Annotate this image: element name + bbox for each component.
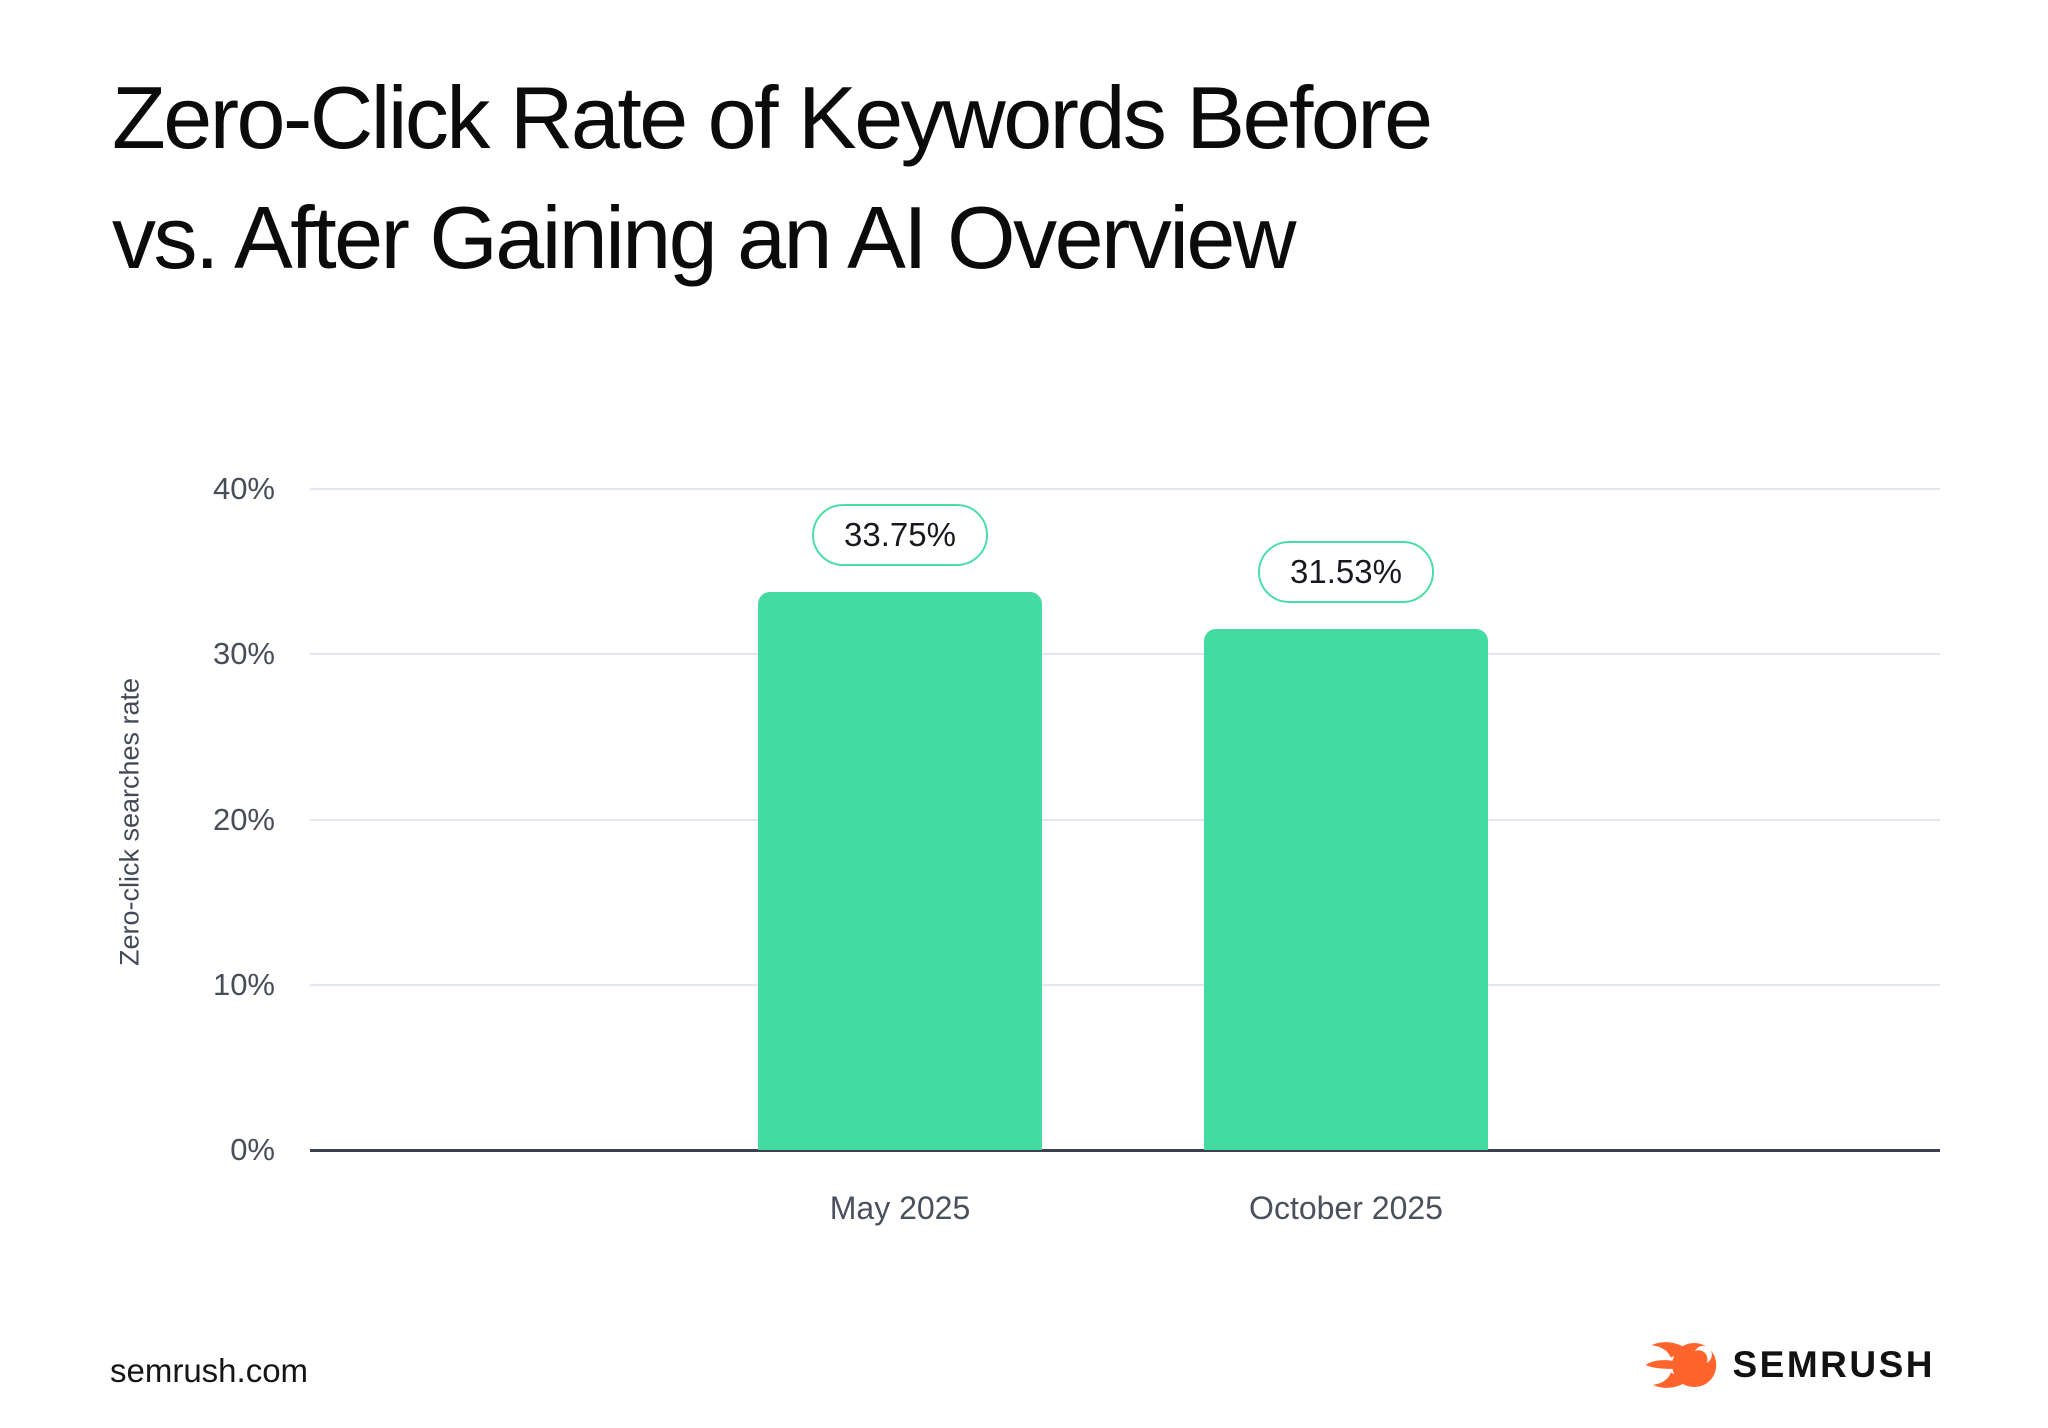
gridline bbox=[310, 488, 1940, 490]
y-axis-tick-label: 20% bbox=[212, 801, 275, 837]
page-title: Zero-Click Rate of Keywords Before vs. A… bbox=[112, 58, 1433, 297]
value-label-pill: 31.53% bbox=[1258, 540, 1434, 603]
semrush-logo: SEMRUSH bbox=[1644, 1340, 1935, 1390]
bar bbox=[1204, 628, 1488, 1150]
page-title-line1: Zero-Click Rate of Keywords Before bbox=[112, 68, 1433, 167]
x-axis-category-label: May 2025 bbox=[829, 1190, 971, 1226]
y-axis-tick-label: 40% bbox=[212, 471, 275, 506]
bar bbox=[758, 592, 1042, 1150]
gridline bbox=[310, 653, 1940, 656]
y-axis-tick-label: 10% bbox=[212, 966, 275, 1002]
y-axis-title: Zero-click searches rate bbox=[114, 677, 145, 967]
source-url: semrush.com bbox=[110, 1352, 309, 1389]
x-axis-category-label: October 2025 bbox=[1249, 1190, 1443, 1226]
semrush-wordmark: SEMRUSH bbox=[1732, 1344, 1935, 1385]
gridline bbox=[310, 983, 1940, 986]
x-axis-line bbox=[310, 1149, 1940, 1152]
semrush-flame-icon bbox=[1644, 1340, 1718, 1390]
gridline bbox=[310, 818, 1940, 821]
y-axis-tick-label: 30% bbox=[212, 636, 275, 672]
value-label-pill: 33.75% bbox=[812, 504, 988, 567]
page-title-line2: vs. After Gaining an AI Overview bbox=[112, 187, 1296, 287]
y-axis-tick-label: 0% bbox=[230, 1132, 275, 1167]
